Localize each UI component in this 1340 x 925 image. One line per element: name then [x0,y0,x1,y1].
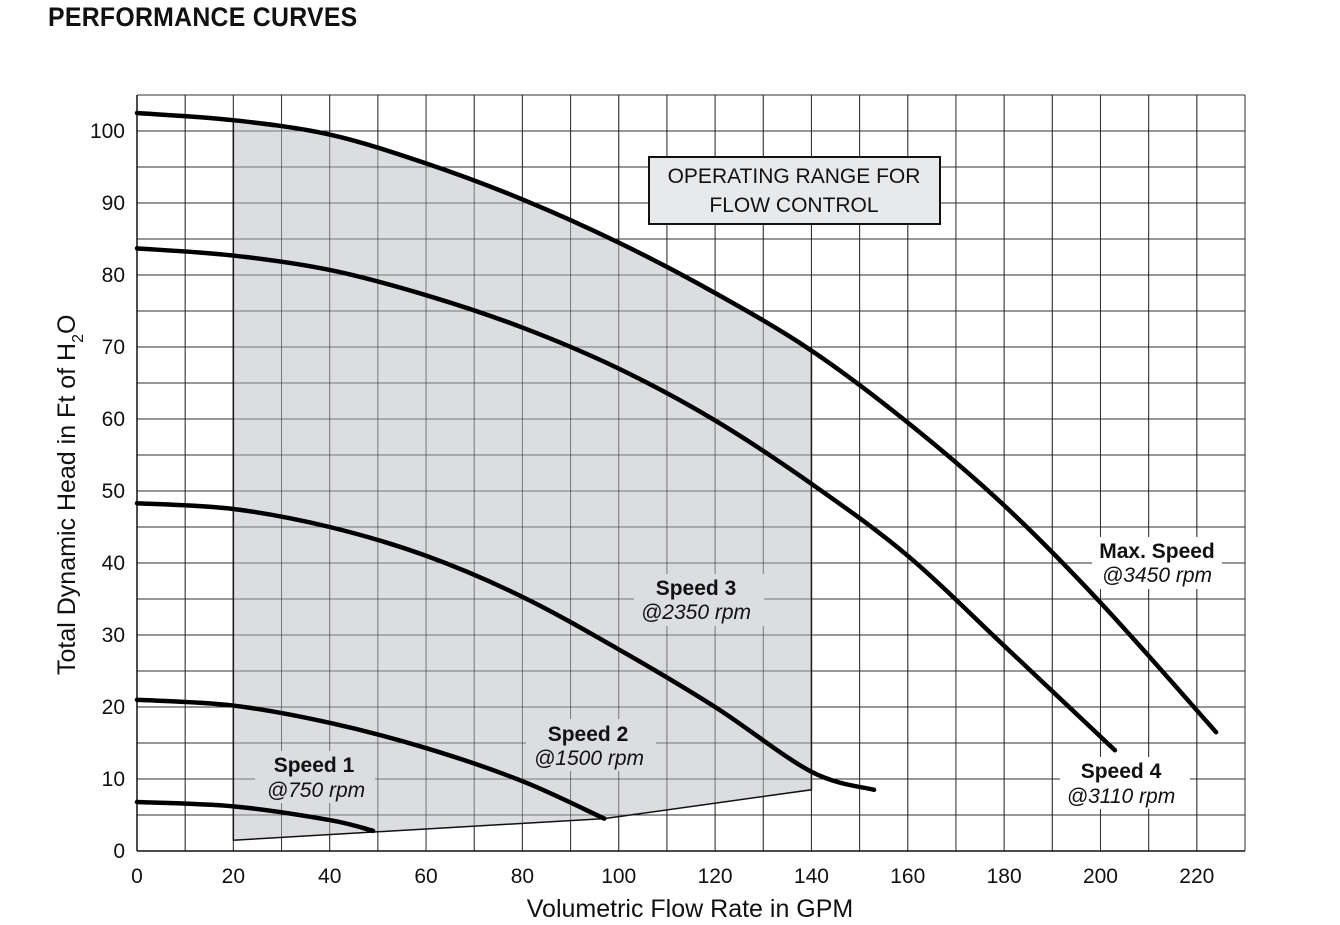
y-tick-label: 80 [102,264,125,287]
x-tick-label: 80 [511,865,534,888]
x-tick-label: 100 [601,865,636,888]
x-tick-label: 220 [1179,865,1214,888]
label-speed-4: Speed 4 @3110 rpm [1060,757,1190,809]
x-axis-title: Volumetric Flow Rate in GPM [527,895,854,923]
label-max-speed: Max. Speed @3450 rpm [1092,537,1222,589]
x-tick-label: 140 [794,865,829,888]
series-name-speed-2: Speed 2 [548,723,629,746]
y-tick-label: 40 [102,552,125,575]
operating-range-box: OPERATING RANGE FOR FLOW CONTROL [648,156,941,225]
curve-speed-3 [134,500,877,793]
curve-speed-2 [134,697,607,821]
x-tick-label: 40 [318,865,341,888]
y-tick-label: 100 [90,120,125,143]
y-tick-label: 10 [102,768,125,791]
series-name-speed-4: Speed 4 [1081,760,1162,783]
pump-curves [134,110,1219,834]
series-name-max-speed: Max. Speed [1099,540,1215,563]
x-tick-label: 180 [987,865,1022,888]
label-speed-1: Speed 1 @750 rpm [255,751,375,803]
x-tick-label: 160 [890,865,925,888]
x-tick-label: 200 [1083,865,1118,888]
series-rpm-speed-4: @3110 rpm [1067,785,1175,808]
operating-range-label-line1: OPERATING RANGE FOR [668,165,921,188]
series-name-speed-1: Speed 1 [274,754,355,777]
series-name-speed-3: Speed 3 [656,577,737,600]
y-tick-label: 90 [102,192,125,215]
y-tick-label: 70 [102,336,125,359]
x-tick-label: 20 [222,865,245,888]
series-rpm-max-speed: @3450 rpm [1102,564,1212,587]
y-tick-label: 20 [102,696,125,719]
x-tick-label: 0 [131,865,143,888]
series-rpm-speed-1: @750 rpm [267,779,365,802]
operating-range-label-line2: FLOW CONTROL [709,194,878,217]
curve-speed-4 [134,246,1118,753]
y-tick-label: 60 [102,408,125,431]
curve-speed-1 [134,799,376,834]
label-speed-2: Speed 2 @1500 rpm [526,719,656,771]
y-tick-label: 0 [113,840,125,863]
x-tick-label: 60 [414,865,437,888]
series-rpm-speed-3: @2350 rpm [641,601,751,624]
label-speed-3: Speed 3 @2350 rpm [634,574,764,626]
curve-max-speed [134,110,1219,735]
y-tick-label: 50 [102,480,125,503]
grid-overlay [136,94,1246,852]
axis-ticks: 0 20 40 60 80 100 120 140 160 180 200 220 0 10 20 30 40 5… [90,120,1214,888]
x-tick-label: 120 [698,865,733,888]
page-title: PERFORMANCE CURVES [48,2,358,32]
y-axis-title: Total Dynamic Head in Ft of H2O [53,315,87,675]
series-rpm-speed-2: @1500 rpm [534,747,644,770]
y-tick-label: 30 [102,624,125,647]
